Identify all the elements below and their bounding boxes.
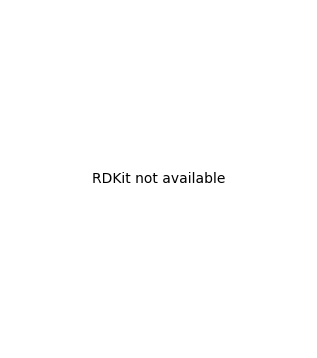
Text: RDKit not available: RDKit not available (92, 172, 225, 186)
